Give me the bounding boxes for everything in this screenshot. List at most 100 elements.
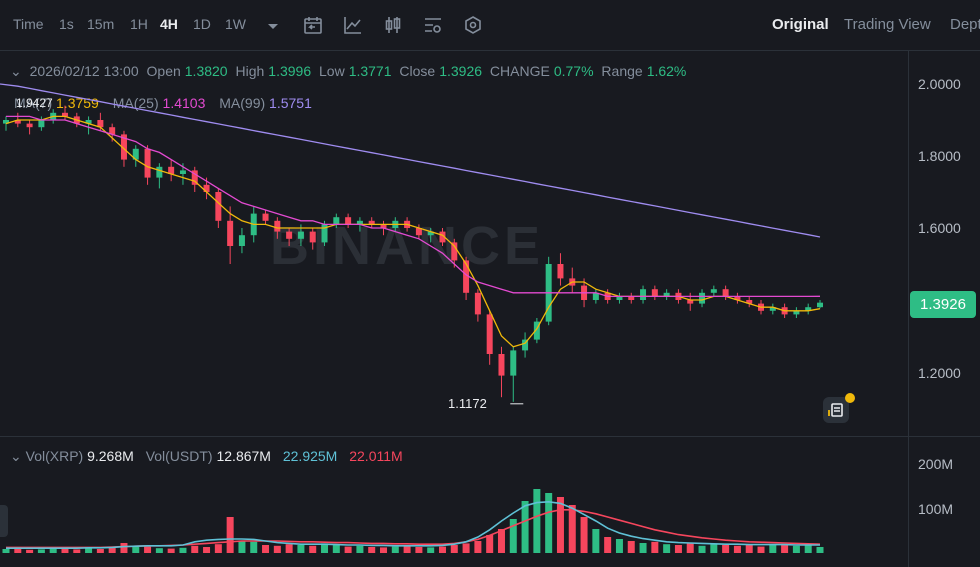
volume-bar [686,543,694,553]
change-label: CHANGE [489,63,550,79]
volume-bar [37,549,45,553]
candle-body [722,289,729,297]
low-marker: 1.1172 [448,396,487,411]
volume-bar [26,549,34,553]
volume-bar [380,547,388,553]
chevron-icon[interactable]: ⌄ [10,448,22,464]
volume-bar [132,545,140,553]
ohlc-legend: ⌄ 2026/02/12 13:00 Open 1.3820 High 1.3996… [10,63,690,80]
high-value: 1.3996 [268,63,312,79]
candlestick-icon[interactable] [382,14,404,36]
ma-legend: MA(7) 1.3759 MA(25) 1.4103 MA(99) 1.5751 [14,95,312,111]
order-list-button[interactable] [823,397,849,423]
change-value: 0.77% [553,63,594,79]
volume-bar [368,547,376,553]
high-label: High [235,63,265,79]
open-value: 1.3820 [184,63,228,79]
volume-bar [710,544,718,553]
volume-bar [733,545,741,553]
volume-bar [297,545,305,553]
candle-body [616,296,623,300]
volume-bar [191,545,199,553]
volume-bar [356,545,364,553]
volume-bar [769,544,777,553]
candle-body [26,123,33,128]
candle-body [61,112,68,117]
timeframe-1d[interactable]: 1D [193,16,211,32]
volume-bar [238,541,246,553]
candle-body [215,192,222,221]
price-tick-1200: 1.2000 [918,365,961,381]
vol-ma-a-value: 22.925M [282,448,338,464]
candle-body [321,224,328,243]
volume-bar [96,549,104,553]
low-label: Low [319,63,345,79]
ma7-line [5,115,821,348]
candle-body [227,220,234,246]
chevron-icon[interactable]: ⌄ [10,63,22,79]
vol-xrp-value: 9.268M [87,448,134,464]
timeframe-15m[interactable]: 15m [87,16,115,32]
settings-icon[interactable] [422,14,444,36]
candle-body [144,148,151,178]
volume-ma-b-line [6,508,821,549]
indicator-icon[interactable] [302,14,324,36]
volume-bar [344,546,352,553]
chevron-down-icon[interactable] [262,16,284,38]
candle-body [132,148,139,160]
candle-body [463,260,470,293]
volume-tick-200m: 200M [918,456,954,472]
volume-bar [627,541,635,553]
candle-body [640,289,647,300]
price-chart[interactable] [0,50,908,567]
low-value: 1.3771 [348,63,392,79]
volume-bar [745,545,753,553]
candle-body [628,296,635,300]
candle-body [203,184,210,192]
candle-body [699,292,706,304]
ma99-line [0,83,821,238]
price-tick-1800: 1.8000 [918,148,961,164]
candle-body [368,220,375,225]
candle-body [533,321,540,340]
volume-bar [226,517,234,553]
high-marker: 1.9427 [16,96,53,110]
panel-expander[interactable] [0,505,8,537]
ma99-label: MA(99) [219,95,266,111]
volume-bar [144,546,152,553]
tab-depth[interactable]: Dept [950,16,980,33]
current-price-tag: 1.3926 [910,291,976,318]
volume-bar [462,543,470,553]
timeframe-1h[interactable]: 1H [130,16,148,32]
timeframe-1s[interactable]: 1s [59,16,74,32]
candle-body [474,292,481,315]
volume-bar [61,549,69,553]
volume-bar [651,541,659,553]
tab-trading-view[interactable]: Trading View [844,16,931,33]
timeframe-1w[interactable]: 1W [225,16,246,32]
vol-ma-b-value: 22.011M [349,448,403,464]
volume-bar [49,548,57,553]
volume-bar [792,545,800,553]
timeframe-time[interactable]: Time [13,16,44,32]
volume-bar [663,544,671,553]
line-chart-icon[interactable] [342,14,364,36]
price-axis-line [908,50,909,567]
volume-bar [722,545,730,553]
candle-body [168,166,175,174]
hexagon-icon[interactable] [462,14,484,36]
candle-body [746,300,753,304]
volume-bar [14,548,22,553]
candle-body [97,120,104,128]
volume-bar [804,545,812,553]
volume-bar [521,501,529,553]
timeframe-4h[interactable]: 4H [160,16,178,32]
volume-bar [403,545,411,553]
volume-bar [450,545,458,553]
candle-body [592,292,599,300]
volume-bar [285,544,293,553]
volume-bar [179,547,187,553]
volume-bar [604,537,612,553]
tab-original[interactable]: Original [772,16,829,33]
volume-bar [262,545,270,553]
